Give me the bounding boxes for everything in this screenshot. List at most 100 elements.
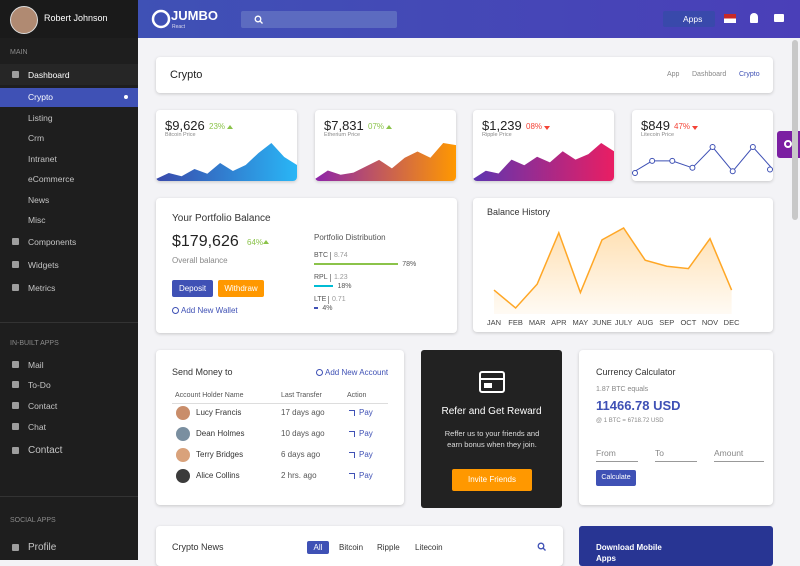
flag[interactable] <box>724 14 736 23</box>
menu-item[interactable]: eCommerce <box>28 174 75 184</box>
menu-item[interactable]: Mail <box>28 360 44 370</box>
menu-item[interactable]: Contact <box>28 445 63 456</box>
menu-item[interactable]: Crm <box>28 133 45 143</box>
refer-text: Reffer us to your friends and earn bonus… <box>444 429 540 449</box>
news-tab[interactable]: Bitcoin <box>339 543 364 552</box>
search-box[interactable] <box>241 11 397 28</box>
x-tick-label: DEC <box>724 318 740 327</box>
pay-icon <box>349 452 355 458</box>
underline <box>596 461 638 462</box>
price-label: Litecoin Price <box>641 132 675 138</box>
card-title: Crypto News <box>172 542 224 552</box>
breadcrumb[interactable]: App <box>667 71 680 78</box>
search-icon <box>254 15 263 24</box>
price: $849 <box>641 118 670 133</box>
withdraw-button[interactable]: Withdraw <box>218 280 264 297</box>
refer-icon <box>479 371 505 393</box>
menu-item[interactable]: Components <box>28 237 77 247</box>
sparkline-dot <box>632 170 638 176</box>
pay-link[interactable]: Pay <box>359 408 373 417</box>
price: $1,239 <box>482 118 522 133</box>
calculate-button[interactable]: Calculate <box>596 470 636 486</box>
add-icon <box>316 369 323 376</box>
menu-item[interactable]: Dashboard <box>28 70 70 80</box>
menu-item[interactable]: Contact <box>28 401 58 411</box>
pay-link[interactable]: Pay <box>359 450 373 459</box>
price-label: Etherium Price <box>324 132 361 138</box>
holder-name: Terry Bridges <box>196 450 244 459</box>
holder-name: Lucy Francis <box>196 408 242 417</box>
card-title: Your Portfolio Balance <box>172 213 271 224</box>
brand[interactable]: JUMBO <box>171 8 218 23</box>
menu-item[interactable]: Misc <box>28 215 46 225</box>
scrollbar <box>792 40 798 220</box>
to-select[interactable]: To <box>655 448 664 458</box>
dist-bar <box>314 263 399 265</box>
pay-link[interactable]: Pay <box>359 471 373 480</box>
gear-icon <box>784 140 792 148</box>
trend-arrow <box>386 125 392 129</box>
history-chart: JAN FEB MAR APR MAY JUNE JULY AUG SEP OCT NOV DEC <box>487 227 740 327</box>
add-account[interactable]: Add New Account <box>325 368 389 377</box>
sparkline <box>315 143 456 181</box>
x-tick-label: NOV <box>702 318 718 327</box>
deposit-button[interactable]: Deposit <box>172 280 213 297</box>
menu-item[interactable]: Chat <box>28 422 46 432</box>
sparkline-dot <box>767 166 773 173</box>
sparkline-dot <box>689 164 696 171</box>
sparkline <box>632 144 773 176</box>
sparkline-dot <box>709 144 716 150</box>
menu-item[interactable]: Metrics <box>28 283 56 293</box>
menu-item[interactable]: Listing <box>28 113 53 123</box>
coin-name: LTE <box>314 296 327 303</box>
underline <box>655 461 697 462</box>
page-header <box>156 57 773 93</box>
x-tick-label: JAN <box>487 318 501 327</box>
last-transfer: 10 days ago <box>281 429 325 438</box>
breadcrumb[interactable]: Dashboard <box>692 71 727 78</box>
x-tick-label: SEP <box>659 318 674 327</box>
x-tick-label: AUG <box>637 318 653 327</box>
portfolio-card <box>156 198 457 333</box>
sparkline-line <box>632 146 773 174</box>
menu-item[interactable]: Crypto <box>28 92 54 102</box>
pay-link[interactable]: Pay <box>359 429 373 438</box>
apps-card <box>579 526 773 566</box>
apps-button[interactable] <box>663 11 715 27</box>
card-title: Send Money to <box>172 367 233 377</box>
apps-label[interactable]: Apps <box>683 14 703 24</box>
from-select[interactable]: From <box>596 448 616 458</box>
user-name[interactable]: Robert Johnson <box>44 13 108 23</box>
coin-name: RPL <box>314 274 328 281</box>
avatar[interactable] <box>10 6 38 34</box>
x-tick-label: JUNE <box>592 318 612 327</box>
menu-item[interactable]: Intranet <box>28 154 57 164</box>
x-tick-label: MAY <box>573 318 589 327</box>
add-icon <box>172 307 179 314</box>
bell[interactable] <box>750 13 758 23</box>
balance-change: 64% <box>247 238 264 247</box>
amount-input[interactable]: Amount <box>714 448 744 458</box>
sparkline-dot <box>749 144 756 150</box>
apps-card-title: Download Mobile Apps <box>596 543 662 563</box>
price-change: 07% <box>368 122 385 131</box>
breadcrumb: Crypto <box>739 71 760 78</box>
add-wallet[interactable]: Add New Wallet <box>181 306 238 315</box>
card-title: Balance History <box>487 207 551 217</box>
news-tab[interactable]: Ripple <box>377 543 400 552</box>
avatar <box>176 406 190 420</box>
menu-item[interactable]: Profile <box>28 542 57 553</box>
price-label: Bitcoin Price <box>165 132 196 138</box>
news-tab[interactable]: Litecoin <box>415 543 443 552</box>
brand-sub: React <box>172 24 186 30</box>
divider <box>172 403 388 404</box>
x-tick-label: MAR <box>529 318 546 327</box>
invite-button[interactable]: Invite Friends <box>452 469 532 491</box>
menu-item[interactable]: News <box>28 195 50 205</box>
menu-item[interactable]: To-Do <box>28 380 51 390</box>
chat-icon[interactable] <box>774 14 784 22</box>
pay-icon <box>349 473 355 479</box>
menu-item[interactable]: Widgets <box>28 260 59 270</box>
news-tab[interactable]: All <box>307 541 329 554</box>
news-search[interactable] <box>537 542 546 551</box>
